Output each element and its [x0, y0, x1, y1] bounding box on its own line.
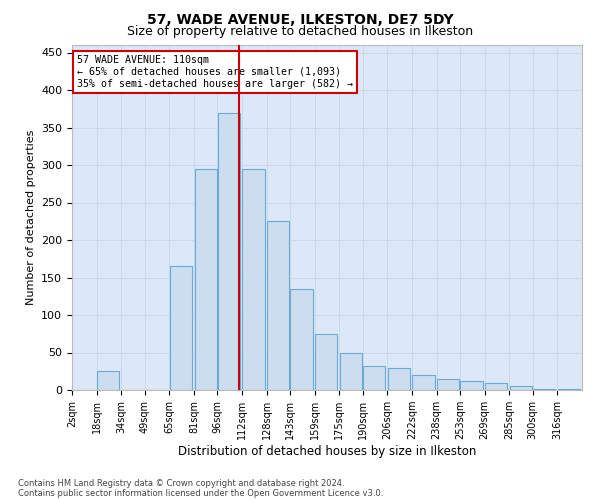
Text: Contains HM Land Registry data © Crown copyright and database right 2024.: Contains HM Land Registry data © Crown c… — [18, 478, 344, 488]
Bar — [242, 169, 265, 390]
Bar — [558, 389, 580, 390]
Bar — [194, 169, 217, 390]
Text: Contains public sector information licensed under the Open Government Licence v3: Contains public sector information licen… — [18, 488, 383, 498]
X-axis label: Distribution of detached houses by size in Ilkeston: Distribution of detached houses by size … — [178, 445, 476, 458]
Bar — [315, 334, 337, 390]
Bar — [485, 382, 508, 390]
Bar — [340, 352, 362, 390]
Bar — [170, 266, 192, 390]
Bar — [510, 386, 532, 390]
Bar — [437, 379, 460, 390]
Text: 57, WADE AVENUE, ILKESTON, DE7 5DY: 57, WADE AVENUE, ILKESTON, DE7 5DY — [146, 12, 454, 26]
Bar — [97, 371, 119, 390]
Y-axis label: Number of detached properties: Number of detached properties — [26, 130, 35, 305]
Text: Size of property relative to detached houses in Ilkeston: Size of property relative to detached ho… — [127, 25, 473, 38]
Bar — [388, 368, 410, 390]
Bar — [460, 381, 482, 390]
Bar — [290, 289, 313, 390]
Bar — [412, 375, 435, 390]
Bar — [363, 366, 385, 390]
Text: 57 WADE AVENUE: 110sqm
← 65% of detached houses are smaller (1,093)
35% of semi-: 57 WADE AVENUE: 110sqm ← 65% of detached… — [77, 56, 353, 88]
Bar — [267, 221, 289, 390]
Bar — [533, 388, 555, 390]
Bar — [218, 112, 240, 390]
